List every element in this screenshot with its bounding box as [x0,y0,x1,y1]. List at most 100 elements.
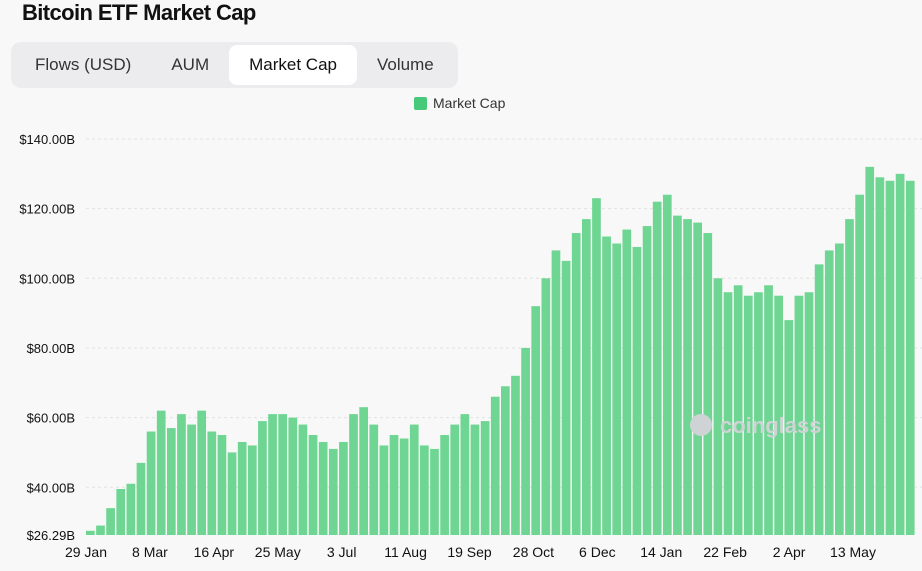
market-cap-bar[interactable] [399,438,409,536]
market-cap-bar[interactable] [855,194,864,535]
market-cap-bar[interactable] [490,396,500,535]
x-tick-label: 6 Dec [579,544,616,560]
market-cap-bar[interactable] [450,424,460,535]
market-cap-bar[interactable] [521,347,530,535]
market-cap-bar[interactable] [905,180,915,536]
market-cap-bar[interactable] [308,435,318,535]
market-cap-bar[interactable] [804,292,814,535]
market-cap-bar[interactable] [96,525,105,535]
market-cap-bar[interactable] [754,292,763,535]
market-cap-bar[interactable] [551,250,561,535]
market-cap-bar[interactable] [602,236,611,535]
market-cap-bar[interactable] [247,445,257,535]
chart-legend[interactable]: Market Cap [414,95,505,111]
market-cap-bar[interactable] [156,410,166,535]
market-cap-bar[interactable] [126,483,136,535]
market-cap-bar[interactable] [359,407,368,535]
market-cap-bar[interactable] [723,292,733,535]
y-tick-label: $26.29B [27,528,75,543]
market-cap-bar[interactable] [824,250,834,535]
market-cap-bar[interactable] [278,414,288,535]
page-title: Bitcoin ETF Market Cap [22,0,256,25]
market-cap-bar[interactable] [581,219,591,535]
market-cap-bar[interactable] [460,414,470,535]
market-cap-bar[interactable] [116,489,126,535]
market-cap-bar[interactable] [845,219,854,535]
market-cap-bar[interactable] [258,421,267,535]
market-cap-bar[interactable] [339,441,348,535]
market-cap-bar[interactable] [895,173,905,535]
market-cap-bar[interactable] [430,448,439,535]
market-cap-bar[interactable] [177,414,186,535]
x-tick-label: 28 Oct [513,544,554,560]
market-cap-bar[interactable] [673,215,682,535]
market-cap-bar[interactable] [571,233,581,535]
market-cap-bar[interactable] [166,428,176,535]
market-cap-bar[interactable] [531,306,541,535]
market-cap-bar[interactable] [379,445,389,535]
market-cap-bar[interactable] [703,233,713,535]
market-cap-bar[interactable] [592,198,601,535]
market-cap-bar[interactable] [713,278,723,535]
tab-volume[interactable]: Volume [377,55,434,74]
market-cap-bar[interactable] [420,445,429,535]
market-cap-bar[interactable] [501,386,510,535]
market-cap-bar[interactable] [865,166,875,536]
market-cap-bar[interactable] [642,226,652,535]
market-cap-bar[interactable] [146,431,156,535]
market-cap-bar[interactable] [106,508,115,535]
market-cap-bar[interactable] [875,177,885,535]
market-cap-bar[interactable] [835,243,844,536]
market-cap-bar[interactable] [632,246,642,535]
market-cap-bar[interactable] [369,424,379,535]
market-cap-bar[interactable] [652,201,662,535]
market-cap-bar[interactable] [561,260,571,535]
market-cap-bar[interactable] [470,424,480,535]
market-cap-bar[interactable] [683,219,692,535]
market-cap-bar[interactable] [389,435,399,535]
x-tick-label: 22 Feb [703,544,747,560]
market-cap-bar[interactable] [318,441,328,535]
market-cap-bar[interactable] [328,448,338,535]
market-cap-bar[interactable] [774,295,783,535]
market-cap-bar[interactable] [207,431,217,535]
bars[interactable] [86,166,915,536]
market-cap-bar[interactable] [764,285,773,535]
market-cap-bar[interactable] [227,452,237,535]
market-cap-bar[interactable] [268,414,277,535]
x-tick-label: 16 Apr [194,544,235,560]
tab-market-cap[interactable]: Market Cap [229,45,357,85]
market-cap-bar[interactable] [784,320,794,535]
tab-aum[interactable]: AUM [171,55,210,74]
market-cap-bar[interactable] [86,530,95,535]
market-cap-bar[interactable] [298,424,308,535]
market-cap-bar[interactable] [622,229,632,536]
y-tick-label: $140.00B [19,132,75,147]
market-cap-bar[interactable] [197,410,207,535]
x-tick-label: 3 Jul [327,544,357,560]
market-cap-bar[interactable] [794,295,804,535]
market-cap-bar[interactable] [511,375,520,535]
market-cap-bar[interactable] [662,194,672,535]
market-cap-bar[interactable] [187,424,196,535]
market-cap-bar[interactable] [349,414,358,535]
market-cap-bar[interactable] [612,243,622,536]
market-cap-bar[interactable] [743,295,753,535]
market-cap-bar[interactable] [440,435,449,535]
y-tick-label: $60.00B [27,411,75,426]
x-axis-labels: 29 Jan 8 Mar 16 Apr 25 May 3 Jul 11 Aug 19 Sep… [65,544,876,560]
tab-flows-usd[interactable]: Flows (USD) [35,55,132,74]
market-cap-bar[interactable] [814,264,824,535]
market-cap-bar[interactable] [480,421,490,535]
market-cap-bar[interactable] [541,278,551,535]
coinglass-watermark: coinglass [690,413,821,438]
market-cap-bar[interactable] [885,180,895,536]
market-cap-bar[interactable] [136,462,146,535]
market-cap-bar[interactable] [237,441,247,535]
market-cap-bar[interactable] [409,424,419,535]
market-cap-bar[interactable] [288,417,298,535]
market-cap-bar[interactable] [733,285,743,535]
market-cap-bar[interactable] [217,435,227,535]
market-cap-bar[interactable] [693,222,703,535]
